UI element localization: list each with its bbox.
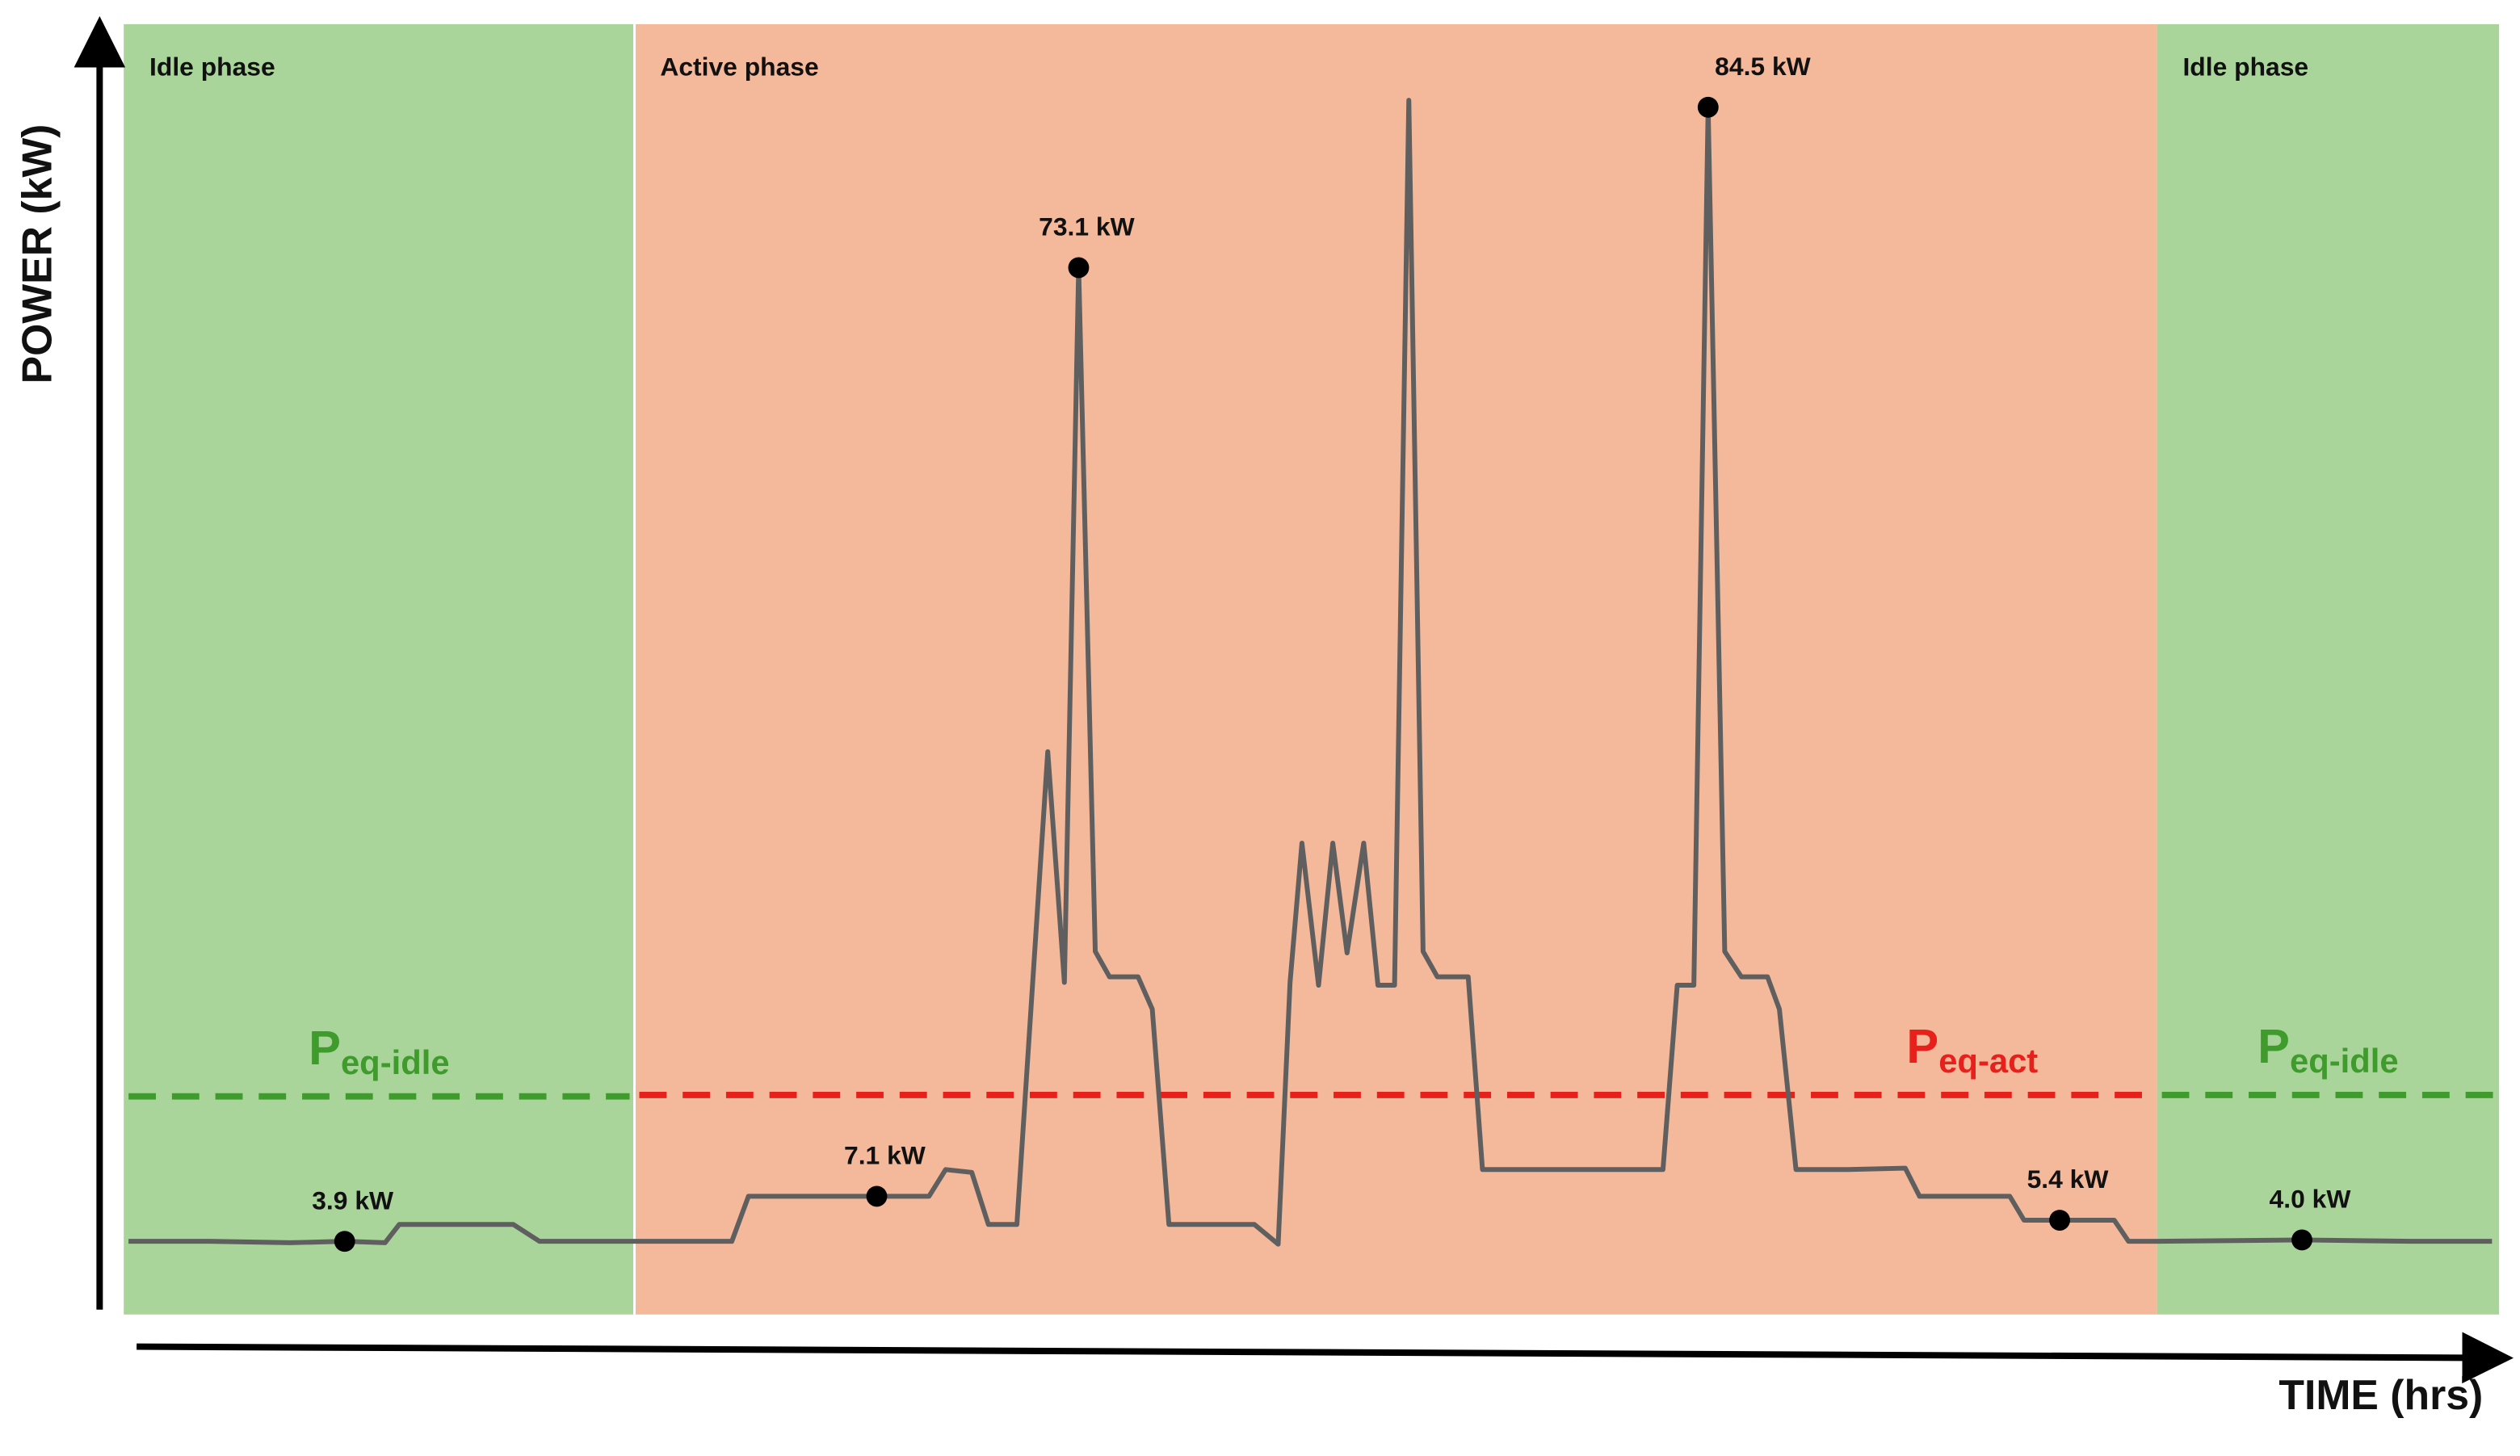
phase-band bbox=[634, 23, 2157, 1315]
annotation-label: 3.9 kW bbox=[312, 1185, 394, 1215]
reference-label-main: P bbox=[2258, 1019, 2290, 1073]
x-axis-arrow bbox=[136, 1332, 2514, 1384]
reference-label-sub: eq-idle bbox=[2290, 1042, 2399, 1080]
annotation-label: 73.1 kW bbox=[1039, 212, 1135, 241]
annotation-label: 5.4 kW bbox=[2027, 1164, 2110, 1194]
y-axis-label: POWER (kW) bbox=[14, 124, 61, 384]
phase-layer: Idle phase Active phase Idle phase bbox=[124, 23, 2500, 1315]
annotation-label: 4.0 kW bbox=[2270, 1185, 2352, 1214]
reference-label: Peq-idle bbox=[2258, 1019, 2398, 1080]
phase-label: Idle phase bbox=[2182, 52, 2308, 82]
power-line bbox=[128, 98, 2493, 1247]
phase-band bbox=[2157, 23, 2500, 1315]
annotation-dot bbox=[334, 1231, 355, 1252]
annotation-dot bbox=[2291, 1229, 2312, 1251]
phase-label: Idle phase bbox=[149, 52, 275, 82]
reference-label-sub: eq-act bbox=[1938, 1042, 2038, 1080]
phase-band bbox=[124, 23, 635, 1315]
reference-label-sub: eq-idle bbox=[341, 1043, 450, 1081]
annotation-dot bbox=[866, 1185, 888, 1207]
reference-label: Peq-idle bbox=[309, 1021, 449, 1081]
reference-label-main: P bbox=[309, 1021, 341, 1075]
annotation-label: 7.1 kW bbox=[844, 1141, 926, 1170]
annotation-layer: 3.9 kW 7.1 kW 73.1 kW 84.5 kW 5.4 kW 4.0 kW bbox=[312, 52, 2351, 1252]
line-layer bbox=[128, 98, 2493, 1247]
annotation-dot bbox=[1068, 257, 1090, 279]
phase-label: Active phase bbox=[660, 52, 818, 82]
x-axis-label: TIME (hrs) bbox=[2278, 1371, 2483, 1418]
annotation-dot bbox=[2049, 1210, 2070, 1231]
annotation-label: 84.5 kW bbox=[1715, 52, 1811, 81]
reference-label-main: P bbox=[1906, 1019, 1938, 1073]
reference-layer: Peq-idle Peq-act Peq-idle bbox=[128, 1019, 2495, 1100]
annotation-dot bbox=[1697, 96, 1719, 118]
reference-label: Peq-act bbox=[1906, 1019, 2038, 1080]
